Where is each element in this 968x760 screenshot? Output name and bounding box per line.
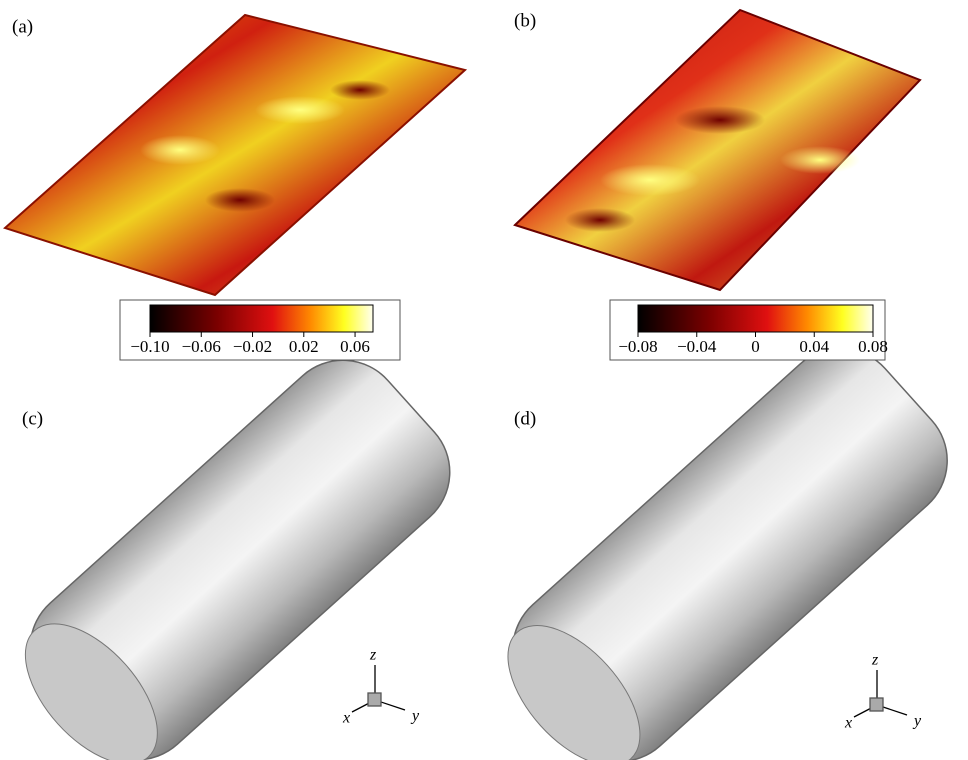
- axis-label: y: [410, 708, 420, 725]
- axis-triad: [351, 665, 908, 718]
- colorbar-tick-label: 0.02: [289, 337, 319, 356]
- axis-label: z: [871, 652, 879, 669]
- colorbar-tick-label: −0.02: [233, 337, 272, 356]
- colorbar-tick-label: −0.08: [618, 337, 657, 356]
- axis-label: y: [912, 713, 922, 730]
- panel-label: (d): [514, 408, 536, 429]
- colorbar-tick-label: 0: [751, 337, 760, 356]
- surface-b: [513, 8, 922, 292]
- colorbar-tick-label: −0.04: [677, 337, 717, 356]
- axis-label: x: [844, 715, 852, 732]
- colorbar-tick-label: 0.04: [799, 337, 829, 356]
- panel-label: (c): [22, 408, 43, 429]
- tube-d: [507, 347, 948, 760]
- axis-label: z: [369, 647, 377, 664]
- colorbar: [637, 304, 874, 333]
- colorbar-tick-label: −0.10: [130, 337, 169, 356]
- axis-label: x: [342, 710, 350, 727]
- colorbar: [149, 304, 374, 333]
- colorbar-tick-label: 0.06: [340, 337, 370, 356]
- panel-label: (a): [12, 16, 33, 37]
- tube-c: [24, 359, 451, 760]
- colorbar-tick-label: −0.06: [182, 337, 221, 356]
- surface-a: [3, 13, 468, 297]
- colorbar-tick-label: 0.08: [858, 337, 888, 356]
- panel-label: (b): [514, 10, 536, 31]
